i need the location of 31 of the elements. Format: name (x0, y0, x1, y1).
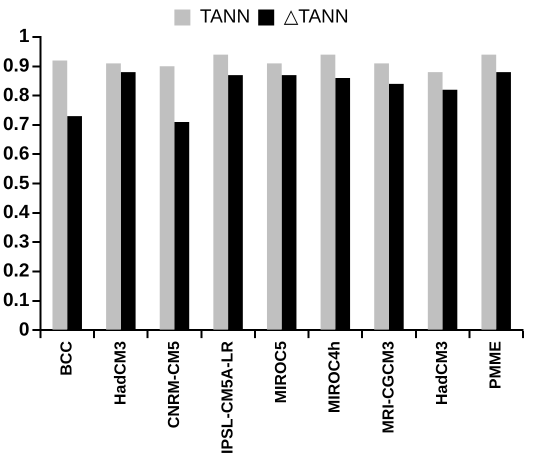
bar (52, 60, 68, 330)
bar (106, 63, 121, 330)
bar (374, 63, 389, 330)
x-tick-label: MIROC5 (273, 341, 290, 404)
bar (320, 54, 336, 330)
legend-label: TANN (200, 6, 250, 28)
y-tick-label: 0.2 (2, 260, 30, 282)
x-tick-label: CNRM-CM5 (166, 341, 183, 428)
y-tick-label: 0.6 (2, 143, 30, 164)
x-tick-label: MRI-CGCM3 (380, 341, 398, 434)
y-tick-label: 0.5 (2, 172, 30, 194)
y-tick-label: 0.7 (2, 114, 30, 136)
y-tick-label: 1 (18, 26, 30, 48)
y-tick-label: 0.8 (2, 84, 30, 106)
x-tick-label: BCC (58, 340, 76, 376)
x-tick-label: HadCM3 (112, 341, 130, 406)
x-tick-label: IPSL-CM5A-LR (219, 340, 236, 454)
y-tick-label: 0.1 (2, 290, 30, 312)
bar (266, 63, 282, 330)
bar (428, 72, 443, 330)
y-tick-label: 0 (18, 319, 30, 340)
x-tick-label: HadCM3 (434, 341, 451, 406)
x-tick-label: PMME (488, 340, 505, 390)
legend-label: △TANN (284, 6, 349, 28)
x-tick-label: MIROC4h (326, 341, 344, 414)
bar (481, 54, 496, 330)
y-tick-label: 0.4 (2, 202, 30, 224)
y-tick-label: 0.9 (2, 56, 30, 77)
y-tick-label: 0.3 (2, 231, 30, 252)
bar (213, 54, 228, 330)
bar (160, 66, 174, 330)
